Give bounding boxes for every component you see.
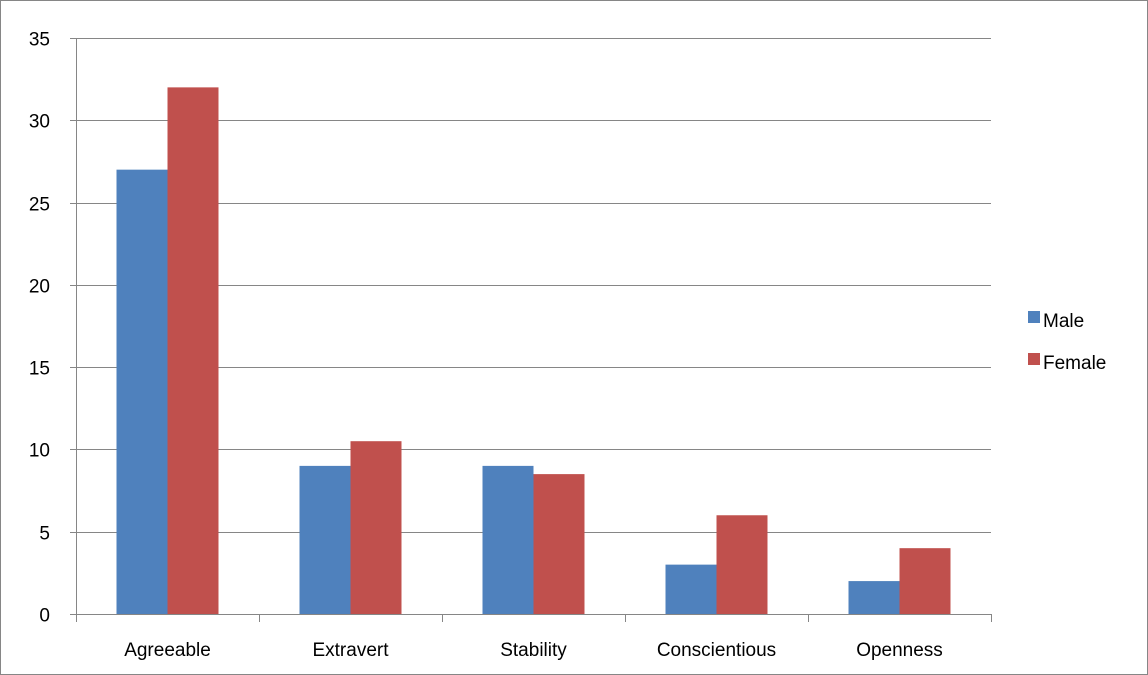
- legend-label-male: Male: [1043, 311, 1084, 332]
- axes: [70, 38, 992, 622]
- bars: [116, 87, 951, 614]
- legend-swatch-male: [1028, 311, 1040, 323]
- bar-female-agreeable: [167, 87, 219, 614]
- y-tick-label: 10: [29, 441, 50, 462]
- y-tick-label: 30: [29, 112, 50, 133]
- legend-swatch-female: [1028, 353, 1040, 365]
- bar-male-extravert: [299, 465, 351, 614]
- x-tick-label: Agreeable: [124, 640, 211, 661]
- bar-male-stability: [482, 465, 534, 614]
- legend: Male Female: [1028, 311, 1106, 374]
- tick-labels: 0 5 10 15 20 25 30 35 Agreeable Extravert Stabilit…: [29, 30, 943, 662]
- bar-male-conscientious: [665, 564, 717, 614]
- y-tick-label: 15: [29, 359, 50, 380]
- y-tick-label: 20: [29, 277, 50, 298]
- bar-female-stability: [533, 474, 585, 614]
- y-tick-label: 5: [39, 524, 50, 545]
- bar-male-openness: [848, 581, 900, 614]
- y-tick-label: 35: [29, 30, 50, 51]
- bar-female-openness: [899, 548, 951, 614]
- y-tick-label: 0: [39, 606, 50, 627]
- x-tick-label: Openness: [856, 640, 943, 661]
- y-tick-label: 25: [29, 195, 50, 216]
- x-tick-label: Conscientious: [657, 640, 776, 661]
- legend-label-female: Female: [1043, 353, 1106, 374]
- x-tick-label: Extravert: [312, 640, 389, 661]
- bar-male-agreeable: [116, 169, 168, 614]
- gridlines: [76, 38, 991, 533]
- bar-female-conscientious: [716, 515, 768, 614]
- x-tick-label: Stability: [500, 640, 567, 661]
- bar-female-extravert: [350, 441, 402, 614]
